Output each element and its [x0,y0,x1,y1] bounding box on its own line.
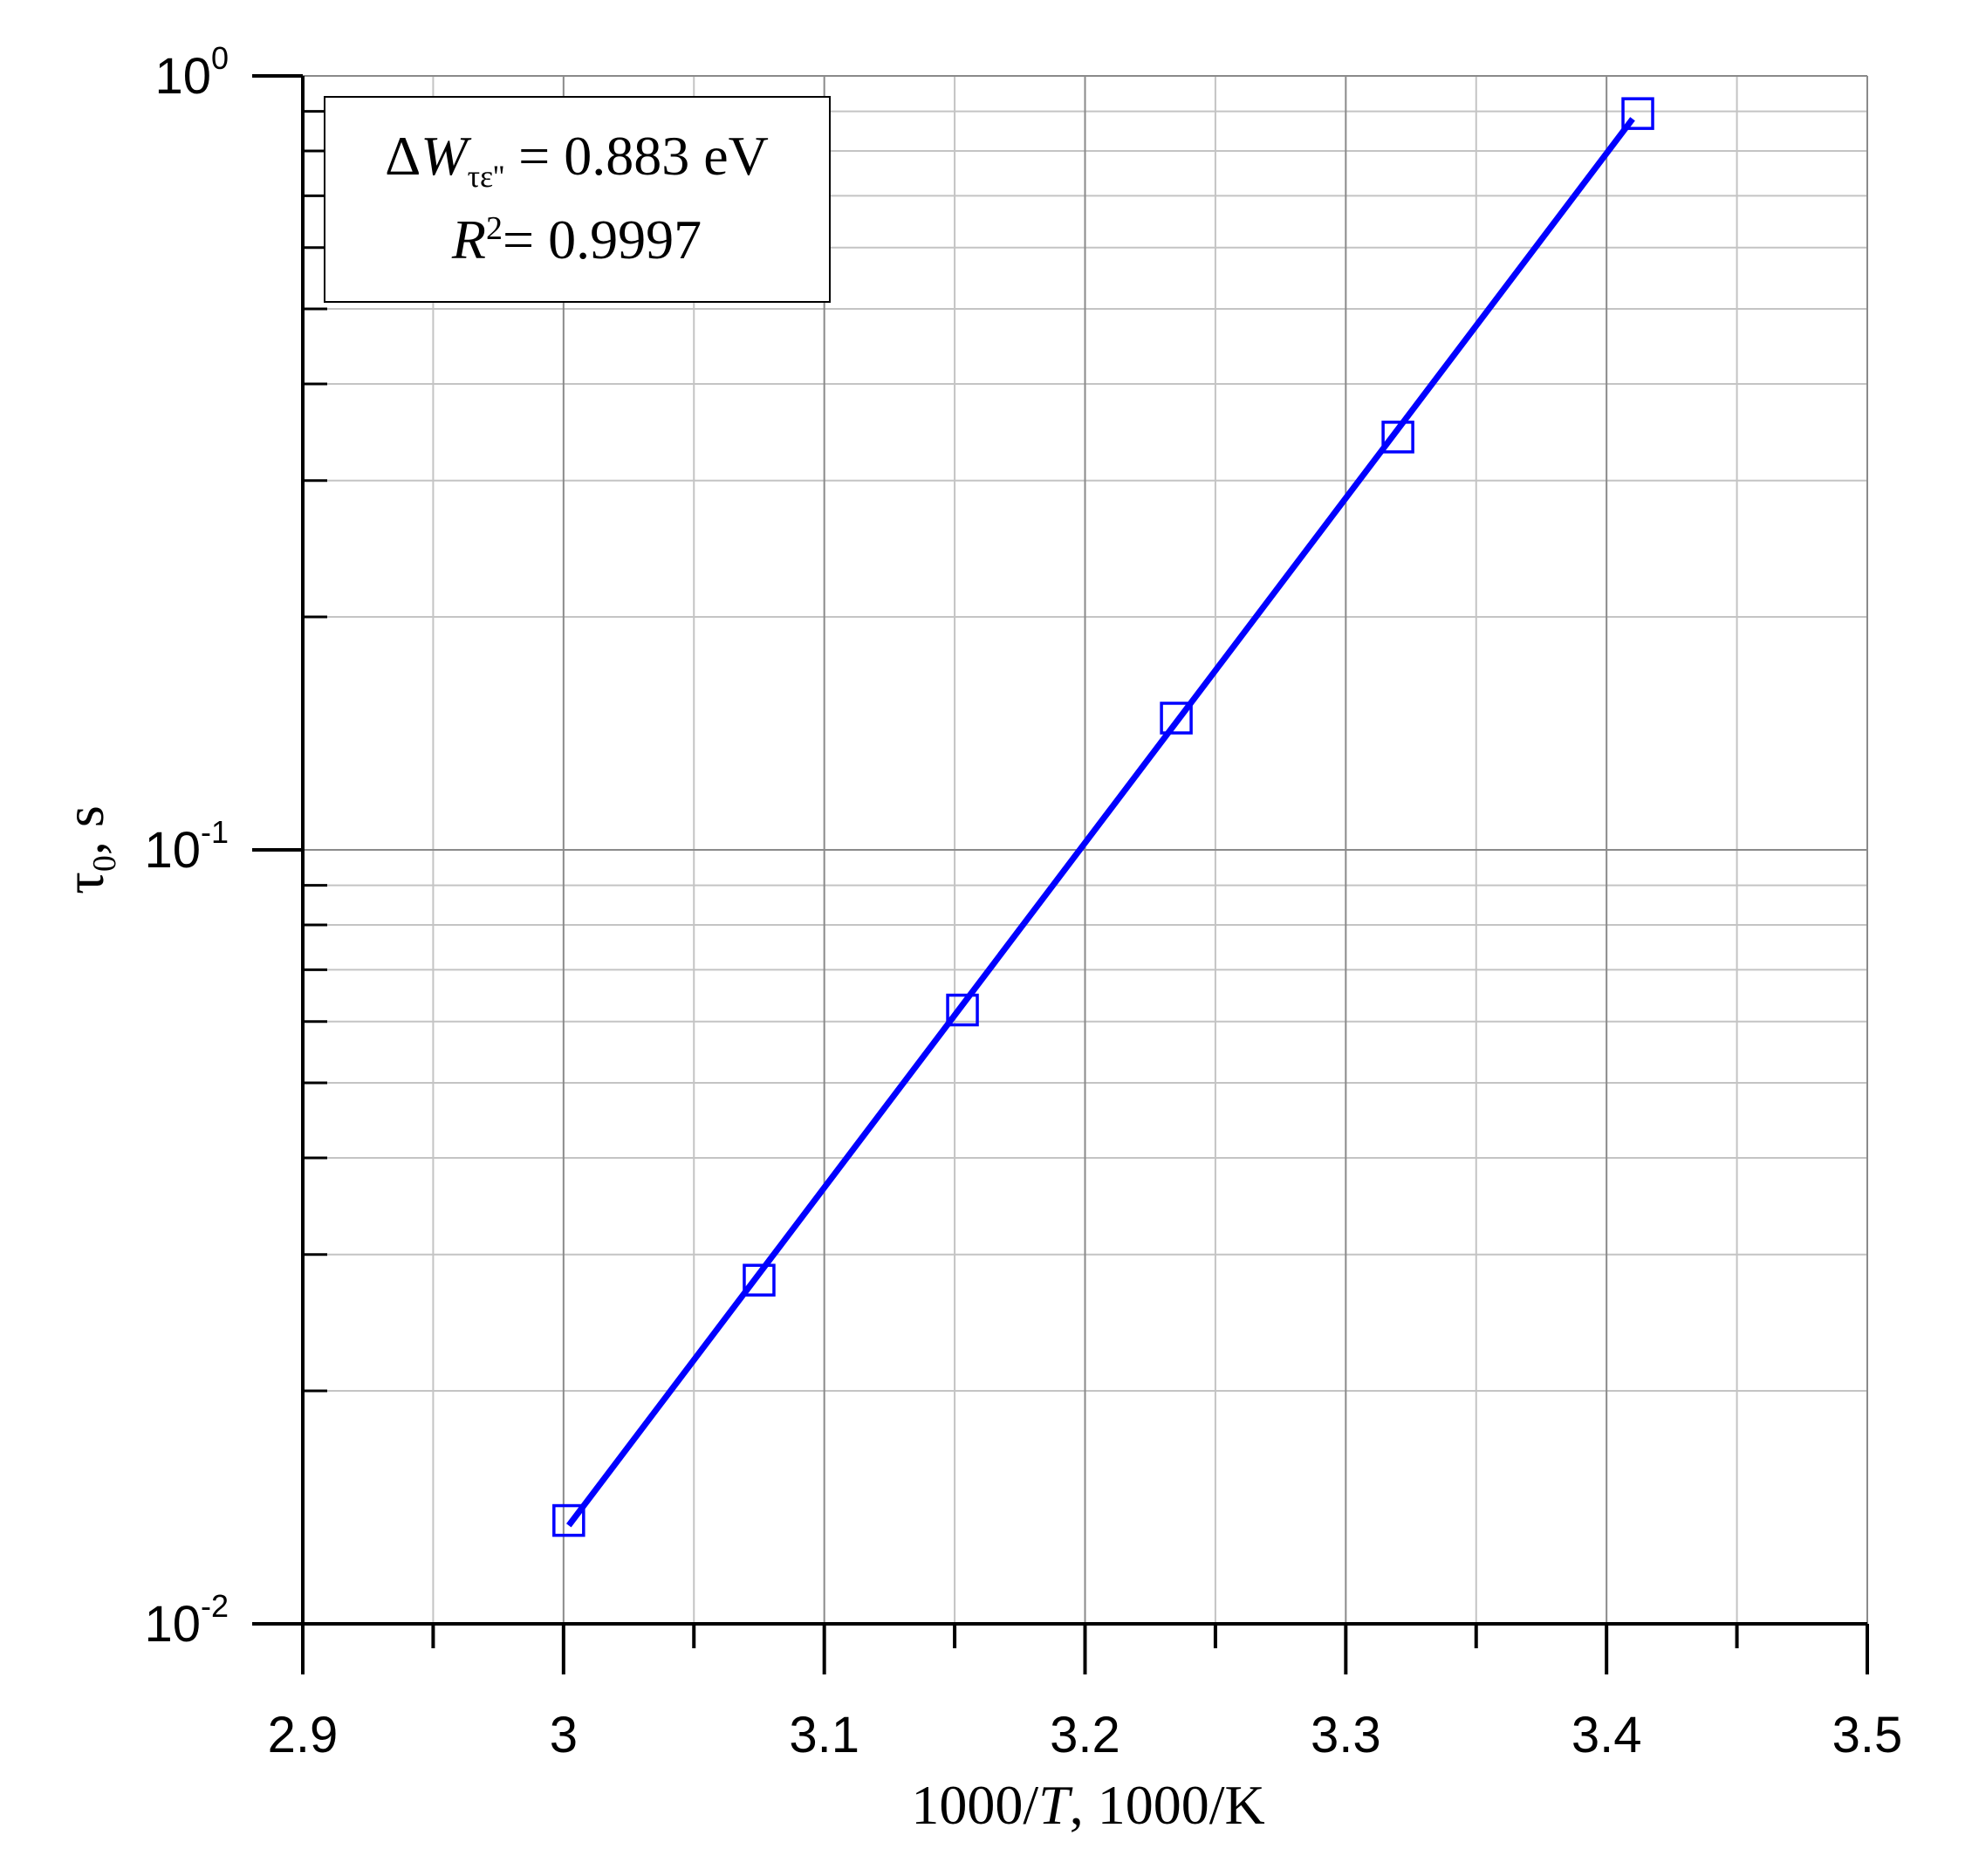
annotation-line: R2= 0.9997 [451,209,702,270]
text: = 0.883 eV [504,125,769,187]
marks [552,97,1654,1537]
text: τε'' [468,159,505,194]
text: Δ [385,125,421,187]
text: W [421,125,472,187]
x-tick-label: 3.2 [1050,1707,1120,1763]
text: 10 [144,1596,201,1653]
text: 0 [211,40,229,76]
y-tick-label: 100 [154,40,229,105]
marker [946,993,979,1027]
marker [1160,702,1193,735]
text: T [1038,1774,1073,1836]
text: τ [53,872,115,894]
marker [1381,421,1414,454]
y-tick-label: 10-1 [144,814,229,879]
y-tick-label: 10-2 [144,1588,229,1653]
text: 1000/ [911,1774,1038,1836]
fit-line [566,117,1635,1528]
x-axis-label: 1000/T, 1000/K [911,1774,1264,1836]
marker [552,1503,585,1537]
x-tick-label: 3.4 [1571,1707,1642,1763]
text: 10 [144,822,201,879]
text: -2 [201,1588,229,1624]
x-tick-label: 3.3 [1311,1707,1381,1763]
text: 2 [486,210,503,247]
text: R [451,209,486,270]
text: , 1000/K [1070,1774,1265,1836]
x-tick-label: 3.1 [789,1707,859,1763]
text: 10 [154,48,211,105]
x-tick-label: 3.5 [1832,1707,1903,1763]
grid [302,75,1868,1625]
text: -1 [201,814,229,850]
text: , s [53,805,115,855]
x-tick-label: 3 [550,1707,578,1763]
x-tick-label: 2.9 [268,1707,339,1763]
y-axis-label: τ0, s [53,805,123,894]
text: = 0.9997 [503,209,702,270]
annotation-line: ΔWτε'' = 0.883 eV [385,125,769,194]
marker [743,1263,776,1297]
marker [1621,97,1654,130]
annotation-box [324,96,831,303]
text: 0 [86,855,123,872]
annotation: ΔWτε'' = 0.883 eV R2= 0.9997 [324,96,831,303]
